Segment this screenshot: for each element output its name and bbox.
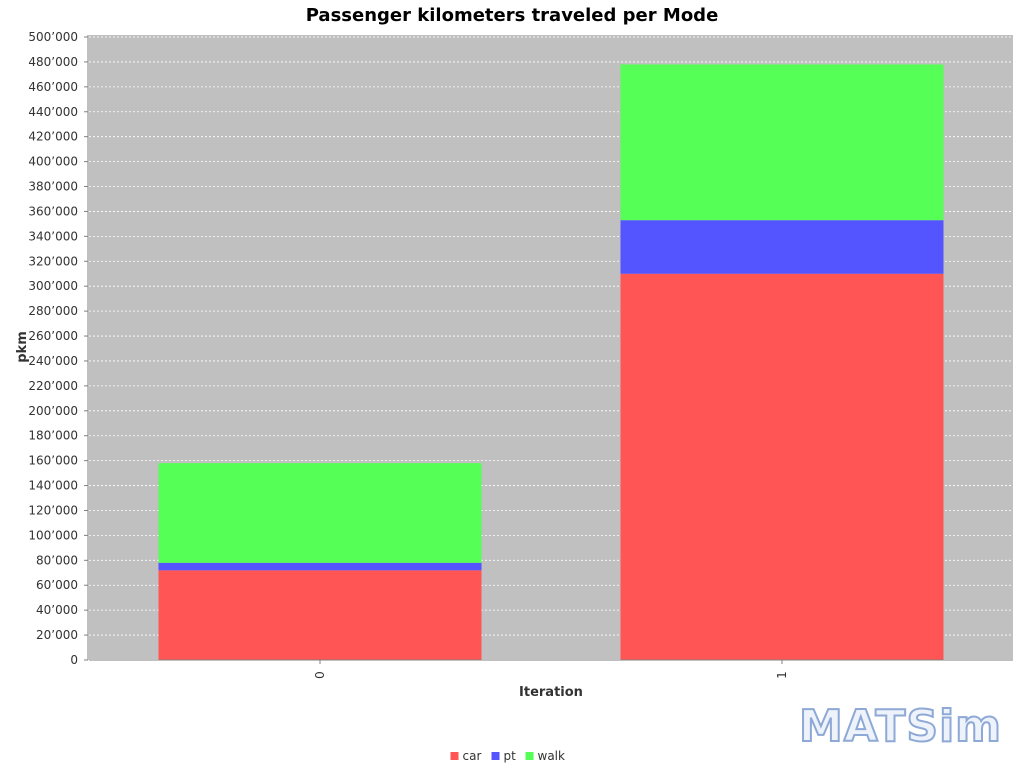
bar-car-1: [620, 273, 944, 660]
y-tick-label: 20’000: [36, 628, 78, 642]
y-tick-label: 220’000: [28, 379, 78, 393]
legend-swatch-car: [450, 752, 459, 760]
y-tick-label: 240’000: [28, 354, 78, 368]
legend-swatch-walk: [525, 752, 534, 760]
y-tick-label: 460’000: [28, 80, 78, 94]
matsim-logo: MATSim: [799, 701, 1002, 752]
y-axis-ticks: 0 20’000 40’000 60’000 80’000 100’000 120’000 1…: [28, 30, 88, 667]
y-tick-label: 400’000: [28, 155, 78, 169]
y-tick-label: 380’000: [28, 180, 78, 194]
legend-swatch-pt: [491, 752, 500, 760]
bars: [158, 64, 944, 660]
y-tick-label: 500’000: [28, 30, 78, 44]
legend-label-pt: pt: [504, 749, 517, 763]
y-tick-label: 440’000: [28, 105, 78, 119]
bar-pt-0: [158, 562, 482, 571]
bar-pt-1: [620, 220, 944, 274]
y-tick-label: 260’000: [28, 329, 78, 343]
chart-title: Passenger kilometers traveled per Mode: [306, 5, 719, 26]
x-tick-label: 0: [313, 671, 327, 679]
y-tick-label: 180’000: [28, 429, 78, 443]
y-tick-label: 480’000: [28, 55, 78, 69]
y-tick-label: 340’000: [28, 229, 78, 243]
y-tick-label: 100’000: [28, 528, 78, 542]
y-tick-label: 120’000: [28, 503, 78, 517]
y-tick-label: 300’000: [28, 279, 78, 293]
y-tick-label: 200’000: [28, 404, 78, 418]
y-tick-label: 160’000: [28, 454, 78, 468]
y-tick-label: 360’000: [28, 204, 78, 218]
y-tick-label: 280’000: [28, 304, 78, 318]
legend: car pt walk: [450, 749, 566, 763]
y-tick-label: 60’000: [36, 578, 78, 592]
y-tick-label: 140’000: [28, 479, 78, 493]
bar-walk-1: [620, 64, 944, 221]
bar-car-0: [158, 570, 482, 660]
y-tick-label: 40’000: [36, 603, 78, 617]
y-axis-label: pkm: [15, 331, 30, 363]
y-tick-label: 0: [70, 653, 78, 667]
legend-label-walk: walk: [538, 749, 566, 763]
x-tick-label: 1: [775, 671, 789, 679]
legend-label-car: car: [463, 749, 482, 763]
y-tick-label: 80’000: [36, 553, 78, 567]
y-tick-label: 320’000: [28, 254, 78, 268]
x-axis-label: Iteration: [519, 685, 583, 700]
y-tick-label: 420’000: [28, 130, 78, 144]
bar-walk-0: [158, 463, 482, 563]
